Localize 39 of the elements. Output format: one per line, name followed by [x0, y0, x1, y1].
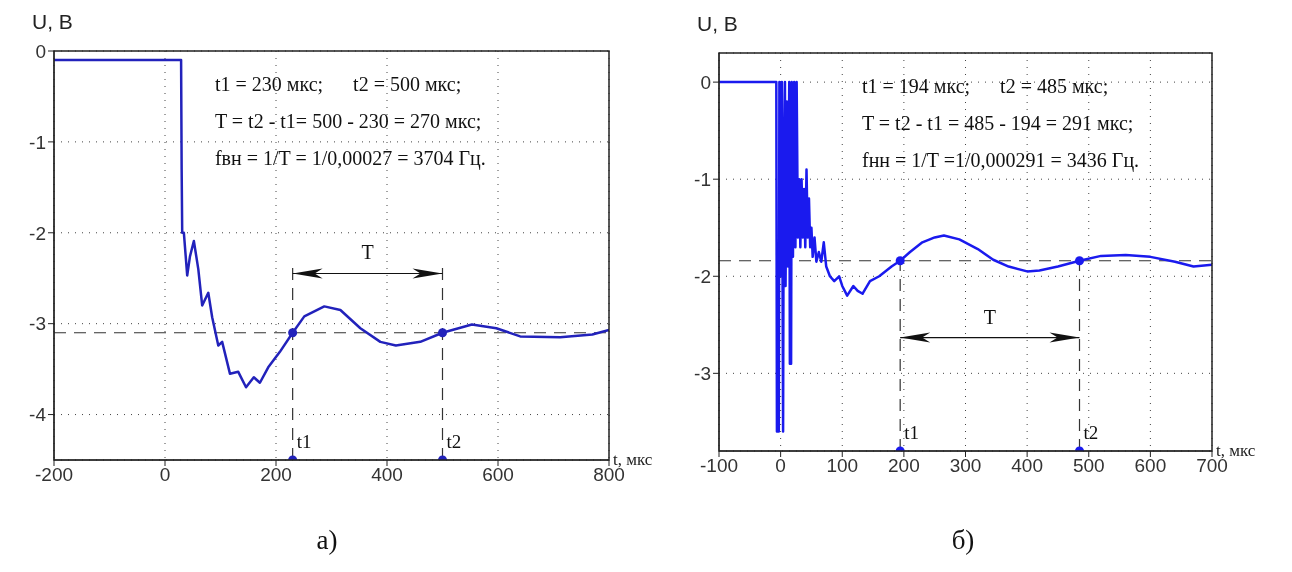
x-tick-label: 200 — [260, 464, 292, 486]
x-tick-label: 0 — [159, 464, 171, 486]
annotation: T — [361, 241, 374, 264]
x-tick-label: 200 — [888, 455, 920, 477]
x-tick-label: 400 — [371, 464, 403, 486]
y-axis-title: U, В — [32, 10, 73, 33]
y-tick-label: -2 — [694, 266, 711, 288]
y-tick-label: -2 — [29, 222, 46, 244]
x-tick-label: 300 — [949, 455, 982, 477]
y-tick-label: -3 — [29, 313, 46, 335]
annotation: T = t2 - t1 = 485 - 194 = 291 мкс; — [861, 112, 1134, 134]
y-axis-title: U, В — [697, 12, 738, 35]
text: а) — [315, 525, 339, 556]
y-tick-label: -1 — [694, 168, 711, 190]
ref-line-label: t1 — [904, 422, 919, 443]
annotation: t1 = 194 мкс; t2 = 485 мкс; — [861, 75, 1109, 97]
y-tick-label: 0 — [700, 71, 711, 93]
y-tick-label: -1 — [29, 131, 46, 153]
y-tick-label: -3 — [694, 363, 711, 385]
y-tick-label: -4 — [29, 404, 47, 426]
x-tick-label: 600 — [1134, 455, 1167, 477]
ref-line-label: t1 — [296, 431, 312, 452]
x-tick-label: -100 — [699, 455, 739, 477]
annotation: fнн = 1/T =1/0,000291 = 3436 Гц. — [861, 149, 1140, 172]
annotation: T = t2 - t1= 500 - 230 = 270 мкс; — [214, 110, 482, 132]
annotation: t1 = 230 мкс; t2 = 500 мкс; — [214, 73, 462, 95]
x-tick-label: 100 — [826, 455, 859, 477]
line-series — [54, 58, 609, 389]
x-tick-label: 600 — [482, 464, 514, 486]
y-tick-label: 0 — [35, 40, 46, 62]
ref-line-label: t2 — [1083, 422, 1099, 443]
x-tick-label: 0 — [775, 455, 786, 477]
x-tick-label: 500 — [1072, 455, 1105, 477]
annotation: T — [983, 305, 996, 328]
annotation: fвн = 1/T = 1/0,00027 = 3704 Гц. — [214, 147, 486, 170]
x-tick-label: 400 — [1011, 455, 1043, 477]
x-tick-label: -200 — [34, 464, 74, 486]
text: б) — [950, 525, 976, 556]
ref-line-label: t2 — [446, 431, 462, 452]
